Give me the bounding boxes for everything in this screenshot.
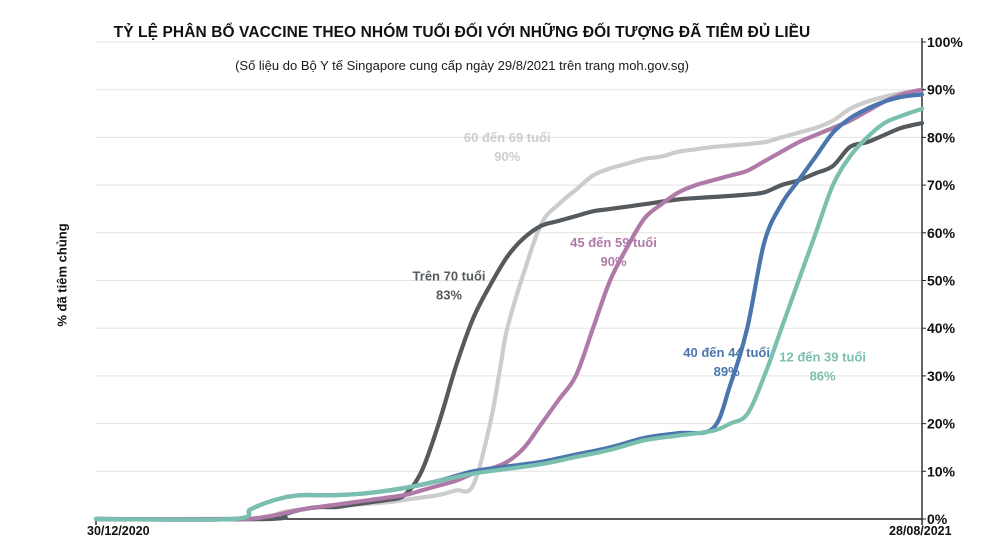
y-tick-label-0: 0% — [927, 511, 948, 527]
series-final-value-60-69: 90% — [494, 149, 520, 164]
chart-subtitle: (Số liệu do Bộ Y tế Singapore cung cấp n… — [235, 58, 689, 73]
y-tick-label-30: 30% — [927, 368, 956, 384]
y-tick-label-60: 60% — [927, 225, 956, 241]
y-tick-label-90: 90% — [927, 82, 956, 98]
y-tick-label-20: 20% — [927, 416, 956, 432]
series-line-over-70 — [93, 121, 925, 522]
y-tick-label-50: 50% — [927, 273, 956, 289]
series-labels: 60 đến 69 tuổi 90% Trên 70 tuổi 83% 45 đến 5… — [413, 130, 866, 383]
y-tick-labels: 0% 10% 20% 30% 40% 50% 60% 70% 80% 90% 100% — [922, 34, 963, 527]
y-tick-label-80: 80% — [927, 129, 956, 145]
series-final-value-45-59: 90% — [601, 254, 627, 269]
x-tick-label-start: 30/12/2020 — [87, 524, 150, 538]
series-line-12-39 — [93, 106, 925, 522]
series-lines — [93, 87, 925, 522]
chart-title: TỶ LỆ PHÂN BỔ VACCINE THEO NHÓM TUỔI ĐỐI… — [113, 24, 811, 41]
y-tick-label-40: 40% — [927, 320, 956, 336]
series-label-12-39: 12 đến 39 tuổi — [779, 350, 866, 365]
series-final-value-40-44: 89% — [714, 364, 740, 379]
y-axis-label: % đã tiêm chủng — [54, 223, 70, 327]
series-final-value-12-39: 86% — [810, 369, 836, 384]
series-label-60-69: 60 đến 69 tuổi — [464, 130, 551, 145]
y-tick-label-10: 10% — [927, 463, 956, 479]
series-label-40-44: 40 đến 44 tuổi — [683, 345, 770, 360]
series-final-value-over-70: 83% — [436, 288, 462, 303]
x-tick-label-end: 28/08/2021 — [889, 524, 952, 538]
y-tick-label-70: 70% — [927, 177, 956, 193]
series-line-45-59 — [93, 87, 925, 522]
series-label-over-70: Trên 70 tuổi — [413, 269, 486, 284]
y-tick-label-100: 100% — [927, 34, 963, 50]
grid-lines — [96, 41, 922, 472]
series-label-45-59: 45 đến 59 tuổi — [570, 235, 657, 250]
